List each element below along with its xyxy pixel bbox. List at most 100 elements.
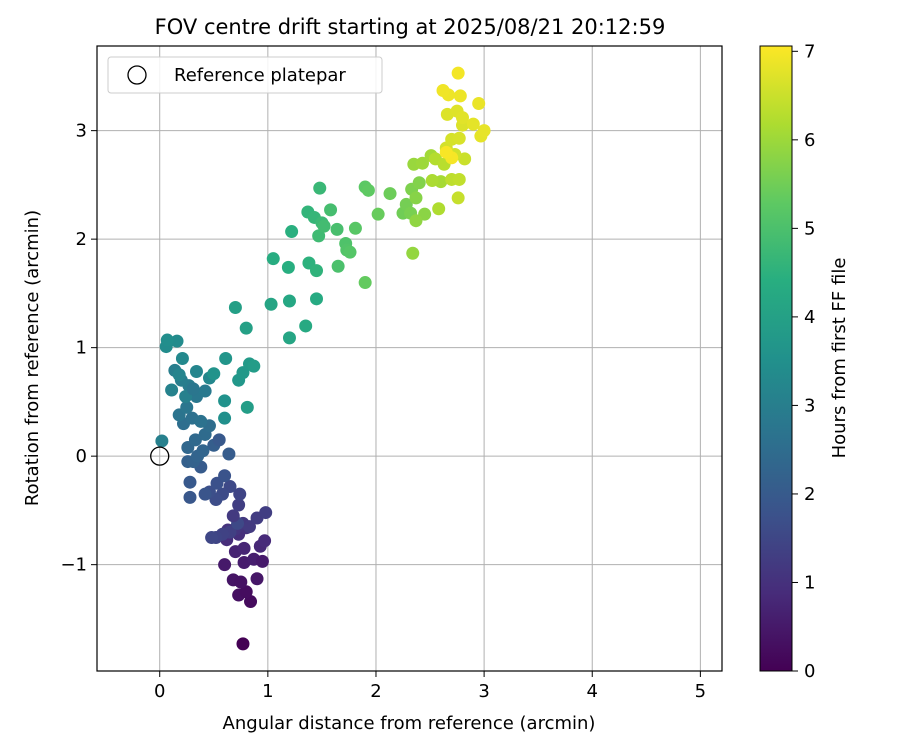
scatter-point (425, 174, 439, 188)
scatter-point (244, 595, 258, 609)
scatter-point (218, 394, 232, 408)
scatter-point (451, 191, 465, 205)
scatter-point (189, 365, 203, 379)
scatter-point (406, 246, 420, 260)
scatter-point (155, 434, 169, 448)
scatter-point (409, 191, 423, 205)
scatter-point (242, 520, 256, 534)
chart-title: FOV centre drift starting at 2025/08/21 … (155, 15, 666, 39)
colorbar-ticks: 0 1 2 3 4 5 6 7 (792, 41, 815, 682)
colorbar-label: Hours from first FF file (829, 258, 850, 459)
scatter-point (439, 145, 453, 159)
scatter-point (232, 498, 246, 512)
scatter-point (313, 181, 327, 195)
scatter-point (172, 368, 186, 382)
scatter-point (239, 321, 253, 335)
scatter-point (358, 276, 372, 290)
scatter-point (436, 83, 450, 97)
legend: Reference platepar (107, 56, 383, 94)
scatter-point (299, 319, 313, 333)
scatter-point (212, 433, 226, 447)
scatter-point (282, 331, 296, 345)
grid-lines (97, 46, 722, 671)
y-tick-label: 2 (76, 229, 87, 250)
scatter-point (343, 245, 357, 259)
scatter-point (183, 490, 197, 504)
colorbar-gradient (759, 45, 793, 672)
scatter-point (255, 554, 269, 568)
scatter-point (165, 383, 179, 397)
x-tick-label: 3 (478, 681, 489, 702)
colorbar-tick-label: 4 (804, 307, 815, 328)
plot-frame (96, 45, 723, 672)
scatter-point (207, 367, 221, 381)
x-tick-label: 5 (695, 681, 706, 702)
scatter-point (205, 531, 219, 545)
colorbar-tick-label: 3 (804, 395, 815, 416)
scatter-point (455, 111, 469, 125)
scatter-point (310, 292, 324, 306)
scatter-point (317, 219, 331, 233)
scatter-point (264, 297, 278, 311)
colorbar-tick-label: 7 (804, 41, 815, 62)
y-tick-label: 1 (76, 338, 87, 359)
scatter-point (330, 222, 344, 236)
scatter-point (198, 487, 212, 501)
scatter-point (258, 534, 272, 548)
x-axis-label: Angular distance from reference (arcmin) (223, 713, 596, 734)
scatter-point (310, 264, 324, 278)
scatter-point (451, 66, 465, 80)
scatter-point (324, 203, 338, 217)
scatter-point (198, 384, 212, 398)
colorbar-tick-label: 6 (804, 130, 815, 151)
y-tick-label: −1 (60, 555, 87, 576)
scatter-point (240, 400, 254, 414)
y-axis-label: Rotation from reference (arcmin) (22, 210, 43, 506)
scatter-point (219, 352, 233, 365)
scatter-point (218, 558, 232, 572)
scatter-point (281, 260, 295, 274)
scatter-point (371, 207, 385, 221)
scatter-point (234, 575, 248, 589)
scatter-point (409, 214, 423, 228)
y-axis-ticks: −1 0 1 2 3 (60, 121, 97, 576)
scatter-point (247, 359, 261, 373)
scatter-point (239, 585, 253, 599)
x-tick-label: 1 (262, 681, 273, 702)
scatter-point (266, 252, 280, 266)
y-tick-label: 0 (76, 446, 87, 467)
colorbar-tick-label: 2 (804, 484, 815, 505)
x-tick-label: 0 (154, 681, 165, 702)
scatter-point (170, 334, 184, 348)
scatter-point (282, 294, 296, 308)
scatter-point (452, 131, 466, 145)
scatter-point (180, 400, 194, 414)
scatter-point (466, 117, 480, 131)
scatter-point (186, 382, 200, 396)
scatter-point (285, 225, 299, 239)
scatter-point (432, 202, 446, 216)
scatter-points (155, 66, 491, 651)
scatter-point (331, 259, 345, 273)
scatter-point (312, 229, 326, 243)
scatter-point (237, 541, 251, 555)
legend-box (107, 56, 383, 94)
scatter-point (259, 506, 273, 520)
scatter-point (218, 469, 232, 483)
scatter-point (453, 89, 467, 103)
colorbar-tick-label: 5 (804, 218, 815, 239)
colorbar: 0 1 2 3 4 5 6 7 Hours from first FF file (759, 41, 850, 682)
scatter-point (218, 411, 232, 425)
scatter-point (183, 475, 197, 489)
colorbar-tick-label: 0 (804, 661, 815, 682)
x-tick-label: 4 (587, 681, 598, 702)
legend-label: Reference platepar (174, 65, 346, 86)
y-tick-label: 3 (76, 121, 87, 142)
x-tick-label: 2 (370, 681, 381, 702)
scatter-point (228, 301, 242, 315)
scatter-point (458, 152, 472, 166)
scatter-point (477, 124, 491, 138)
scatter-point (472, 97, 486, 111)
scatter-point (222, 447, 236, 461)
